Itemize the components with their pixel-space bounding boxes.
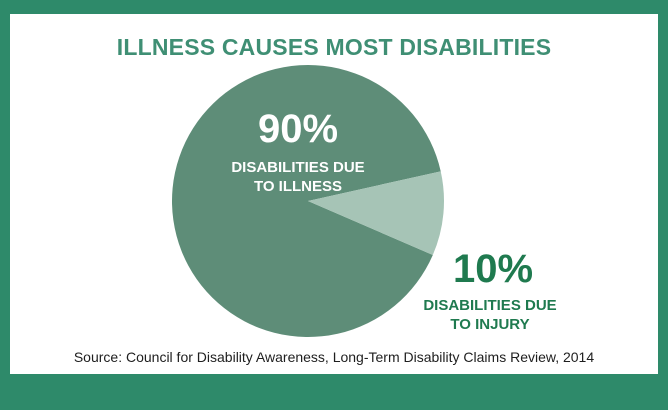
source-note: Source: Council for Disability Awareness… — [73, 349, 595, 365]
injury-desc-line2: TO INJURY — [450, 316, 529, 333]
illness-desc-line1: DISABILITIES DUE — [231, 159, 364, 176]
illness-percent-label: 90% — [258, 107, 338, 151]
pie-slice-illness — [171, 65, 441, 338]
pie-slice-injury — [308, 171, 444, 255]
injury-desc-line1: DISABILITIES DUE — [423, 297, 556, 314]
pie-chart: 90% DISABILITIES DUE TO ILLNESS 10% DISA… — [171, 65, 557, 338]
infographic-panel: ILLNESS CAUSES MOST DISABILITIES 90% DIS… — [10, 14, 658, 374]
chart-title: ILLNESS CAUSES MOST DISABILITIES — [116, 34, 552, 60]
illness-desc-line2: TO ILLNESS — [254, 178, 342, 195]
injury-percent-label: 10% — [453, 247, 533, 291]
